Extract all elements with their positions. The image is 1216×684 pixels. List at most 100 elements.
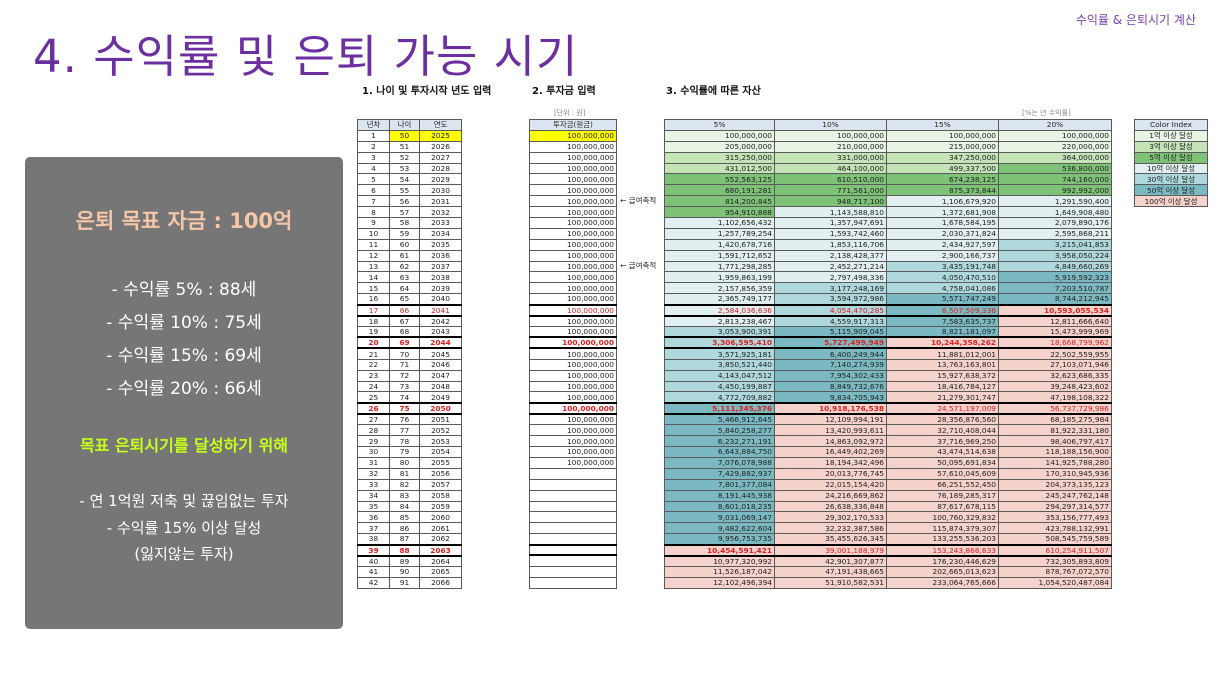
table-row: 1,420,678,716 1,853,116,706 2,434,927,597 3… bbox=[664, 238, 1112, 251]
legend-row: 1억 이상 달성 bbox=[1134, 129, 1208, 142]
table-cell: 100,000,000 bbox=[529, 336, 617, 350]
table-cell: 27 bbox=[357, 413, 390, 426]
table-cell: 41 bbox=[357, 565, 390, 578]
table-row: 2 51 2026 bbox=[357, 140, 462, 153]
table-cell: 4,758,041,086 bbox=[886, 282, 999, 295]
table-cell: 29 bbox=[357, 435, 390, 448]
table-cell: 68 bbox=[389, 326, 420, 338]
table-cell: 2062 bbox=[419, 533, 462, 546]
table-row: 31 80 2055 bbox=[357, 456, 462, 469]
table-cell: 65 bbox=[389, 293, 420, 306]
table-row: 100,000,000 bbox=[529, 249, 617, 262]
col-header: 15% bbox=[886, 119, 999, 131]
table-row: 4 53 2028 bbox=[357, 162, 462, 175]
table-row: 5 54 2029 bbox=[357, 173, 462, 186]
table-cell: 1,959,863,199 bbox=[664, 271, 775, 284]
table-cell: 52 bbox=[389, 151, 420, 164]
table-cell: 80 bbox=[389, 456, 420, 469]
table-row: 42 91 2066 bbox=[357, 576, 462, 589]
table-cell: 2025 bbox=[419, 129, 462, 142]
table-cell: 18,416,784,127 bbox=[886, 380, 999, 393]
table-row: 16 65 2040 bbox=[357, 293, 462, 306]
table-cell: 5,727,499,949 bbox=[774, 336, 887, 350]
col-header: Color Index bbox=[1134, 119, 1208, 131]
table-cell: 118,188,156,900 bbox=[998, 446, 1112, 458]
table-cell: 331,000,000 bbox=[774, 151, 887, 164]
table-cell: 1,257,789,254 bbox=[664, 227, 775, 240]
table-cell: 2032 bbox=[419, 206, 462, 219]
table-row: 12 61 2036 bbox=[357, 249, 462, 262]
table-row: 21 70 2045 bbox=[357, 347, 462, 360]
table-cell: 56 bbox=[389, 195, 420, 208]
table-cell: 2049 bbox=[419, 391, 462, 404]
table-cell: 176,230,446,629 bbox=[886, 555, 999, 567]
strategy-heading: 목표 은퇴시기를 달성하기 위해 bbox=[79, 436, 289, 455]
table-cell: 4,849,660,269 bbox=[998, 260, 1112, 273]
table-cell bbox=[529, 467, 617, 480]
table-cell: 30 bbox=[357, 446, 390, 458]
table-cell: 35,455,626,345 bbox=[774, 533, 887, 546]
table-cell: 54 bbox=[389, 173, 420, 186]
table-cell: 2,157,856,359 bbox=[664, 282, 775, 295]
table-cell: 84 bbox=[389, 500, 420, 513]
investment-table: 투자금(원금) 100,000,000 100,000,000 100,000,00… bbox=[529, 119, 617, 589]
table-cell: 10,977,320,992 bbox=[664, 555, 775, 567]
table-cell: 25 bbox=[357, 391, 390, 404]
table-cell: 210,000,000 bbox=[774, 140, 887, 153]
table-cell: 100,000,000 bbox=[529, 347, 617, 360]
table-cell: 85 bbox=[389, 511, 420, 524]
table-cell: 2,138,428,377 bbox=[774, 249, 887, 262]
col-header: 5% bbox=[664, 119, 775, 131]
table-cell: 2027 bbox=[419, 151, 462, 164]
table-row: 552,563,125 610,510,000 674,238,125 744,160… bbox=[664, 173, 1112, 186]
table-cell: 315,250,000 bbox=[664, 151, 775, 164]
table-row: 100,000,000 bbox=[529, 380, 617, 393]
table-cell: 2034 bbox=[419, 227, 462, 240]
table-cell: 2060 bbox=[419, 511, 462, 524]
table-row: 36 85 2060 bbox=[357, 511, 462, 524]
table-cell: 204,373,135,123 bbox=[998, 478, 1112, 491]
table-cell: 40 bbox=[357, 555, 390, 567]
table-cell: 57,610,045,609 bbox=[886, 467, 999, 480]
table-cell: 47,198,108,322 bbox=[998, 391, 1112, 404]
table-cell: 294,297,314,577 bbox=[998, 500, 1112, 513]
legend-row: 10억 이상 달성 bbox=[1134, 162, 1208, 175]
table-cell: 9 bbox=[357, 217, 390, 229]
table-cell: 100,000,000 bbox=[529, 249, 617, 262]
table-row: 954,910,888 1,143,588,810 1,372,681,908 1,6… bbox=[664, 206, 1112, 219]
table-cell: 7,203,510,787 bbox=[998, 282, 1112, 295]
table-cell: 43,474,514,638 bbox=[886, 446, 999, 458]
table-cell: 100,000,000 bbox=[529, 326, 617, 338]
table-cell: 233,064,765,666 bbox=[886, 576, 999, 589]
table-row: 6,232,271,191 14,863,092,972 37,716,969,25… bbox=[664, 435, 1112, 448]
table-row: 100,000,000 bbox=[529, 140, 617, 153]
table-row: 37 86 2061 bbox=[357, 522, 462, 535]
table-cell: 1,591,712,652 bbox=[664, 249, 775, 262]
table-cell: 2059 bbox=[419, 500, 462, 513]
table-cell: 364,000,000 bbox=[998, 151, 1112, 164]
table-row: 11,526,187,042 47,191,438,665 202,665,013,… bbox=[664, 565, 1112, 578]
table-cell: 60 bbox=[389, 238, 420, 251]
table-cell: 37,716,969,250 bbox=[886, 435, 999, 448]
table-cell: 744,160,000 bbox=[998, 173, 1112, 186]
table-cell: 32 bbox=[357, 467, 390, 480]
table-cell bbox=[529, 533, 617, 546]
table-cell: 100,000,000 bbox=[529, 315, 617, 328]
table-cell: 954,910,888 bbox=[664, 206, 775, 219]
legend-row: 100억 이상 달성 bbox=[1134, 195, 1208, 208]
table-cell: 87,617,678,115 bbox=[886, 500, 999, 513]
table-row bbox=[529, 576, 617, 589]
table-cell: 19 bbox=[357, 326, 390, 338]
table-cell: 100,000,000 bbox=[529, 456, 617, 469]
legend-item: 100억 이상 달성 bbox=[1134, 195, 1208, 208]
table-cell: 3 bbox=[357, 151, 390, 164]
table-row: 1,771,298,285 2,452,271,214 3,435,191,748 4… bbox=[664, 260, 1112, 273]
table-row: 100,000,000 bbox=[529, 358, 617, 371]
table-row: 19 68 2043 bbox=[357, 326, 462, 338]
unit-rate-label: [%는 년 수익률] bbox=[1022, 109, 1071, 117]
table-row: 5,466,912,645 12,109,994,191 28,356,876,56… bbox=[664, 413, 1112, 426]
col-header: 20% bbox=[998, 119, 1112, 131]
table-row: 10,454,591,421 39,001,188,979 153,243,866,… bbox=[664, 543, 1112, 557]
table-cell: 2031 bbox=[419, 195, 462, 208]
table-cell: 33 bbox=[357, 478, 390, 491]
